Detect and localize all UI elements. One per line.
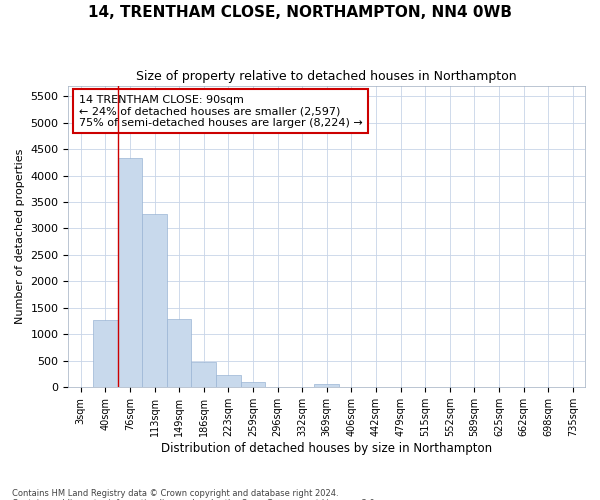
Bar xyxy=(241,382,265,387)
Text: 14, TRENTHAM CLOSE, NORTHAMPTON, NN4 0WB: 14, TRENTHAM CLOSE, NORTHAMPTON, NN4 0WB xyxy=(88,5,512,20)
Bar xyxy=(314,384,339,387)
Bar xyxy=(216,375,241,387)
Bar xyxy=(118,158,142,387)
Bar xyxy=(93,320,118,387)
Text: 14 TRENTHAM CLOSE: 90sqm
← 24% of detached houses are smaller (2,597)
75% of sem: 14 TRENTHAM CLOSE: 90sqm ← 24% of detach… xyxy=(79,94,362,128)
Text: Contains public sector information licensed under the Open Government Licence v3: Contains public sector information licen… xyxy=(12,498,377,500)
X-axis label: Distribution of detached houses by size in Northampton: Distribution of detached houses by size … xyxy=(161,442,492,455)
Y-axis label: Number of detached properties: Number of detached properties xyxy=(15,148,25,324)
Text: Contains HM Land Registry data © Crown copyright and database right 2024.: Contains HM Land Registry data © Crown c… xyxy=(12,488,338,498)
Bar xyxy=(167,320,191,387)
Bar xyxy=(191,362,216,387)
Bar xyxy=(142,214,167,387)
Title: Size of property relative to detached houses in Northampton: Size of property relative to detached ho… xyxy=(136,70,517,83)
